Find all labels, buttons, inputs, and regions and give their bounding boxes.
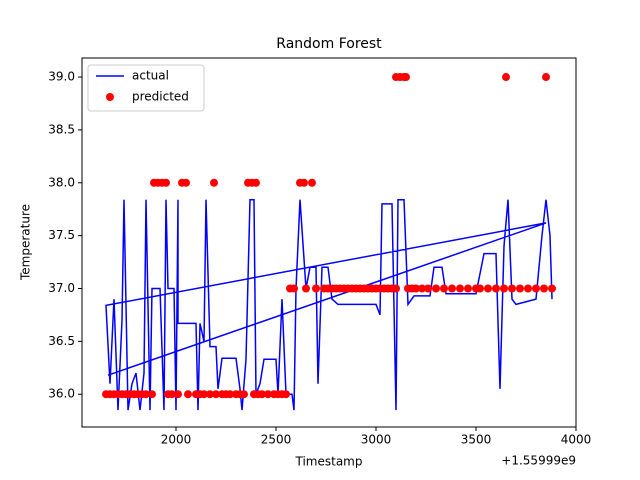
x-tick-label: 3500	[461, 433, 492, 447]
x-axis-label: Timestamp	[295, 455, 363, 469]
data-point	[282, 390, 290, 399]
x-tick-label: 4000	[561, 433, 592, 447]
data-point	[226, 390, 234, 399]
plot-frame	[81, 57, 577, 428]
legend-label: predicted	[132, 90, 189, 104]
data-point	[182, 178, 190, 187]
data-point	[492, 284, 500, 293]
data-point	[258, 390, 266, 399]
y-tick-label: 36.5	[48, 334, 75, 348]
data-point	[448, 284, 456, 293]
data-point	[440, 284, 448, 293]
data-point	[300, 178, 308, 187]
data-point	[524, 284, 532, 293]
y-tick-label: 38.0	[48, 175, 75, 189]
data-point	[212, 390, 220, 399]
data-point	[162, 178, 170, 187]
chart-title: Random Forest	[276, 36, 382, 52]
x-tick-label: 2500	[261, 433, 292, 447]
data-point	[464, 284, 472, 293]
data-point	[516, 284, 524, 293]
data-point	[174, 390, 182, 399]
y-tick-label: 37.0	[48, 281, 75, 295]
legend-marker	[106, 93, 114, 101]
data-point	[290, 284, 298, 293]
data-point	[540, 284, 548, 293]
data-point	[264, 390, 272, 399]
y-tick-label: 39.0	[48, 70, 75, 84]
data-point	[502, 73, 510, 82]
data-point	[456, 284, 464, 293]
data-point	[500, 284, 508, 293]
x-tick-label: 3000	[361, 433, 392, 447]
data-line	[105, 198, 553, 411]
x-offset-label: +1.55999e9	[501, 454, 576, 468]
data-point	[200, 390, 208, 399]
data-point	[142, 390, 150, 399]
data-point	[412, 284, 420, 293]
data-point	[252, 178, 260, 187]
data-point	[508, 284, 516, 293]
data-point	[312, 284, 320, 293]
data-point	[424, 284, 432, 293]
legend-label: actual	[132, 69, 169, 83]
data-point	[542, 73, 550, 82]
data-point	[548, 284, 556, 293]
data-point	[184, 390, 192, 399]
data-point	[392, 284, 400, 293]
y-tick-label: 37.5	[48, 228, 75, 242]
data-point	[432, 284, 440, 293]
data-point	[418, 284, 426, 293]
data-point	[308, 178, 316, 187]
y-tick-label: 38.5	[48, 122, 75, 136]
data-point	[402, 73, 410, 82]
y-axis-label: Temperature	[19, 204, 33, 281]
data-point	[476, 284, 484, 293]
data-point	[302, 284, 310, 293]
y-tick-label: 36.0	[48, 387, 75, 401]
data-point	[532, 284, 540, 293]
data-point	[484, 284, 492, 293]
x-tick-label: 2000	[161, 433, 192, 447]
data-point	[206, 390, 214, 399]
data-point	[148, 390, 156, 399]
data-point	[210, 178, 218, 187]
data-point	[168, 390, 176, 399]
data-point	[240, 390, 248, 399]
